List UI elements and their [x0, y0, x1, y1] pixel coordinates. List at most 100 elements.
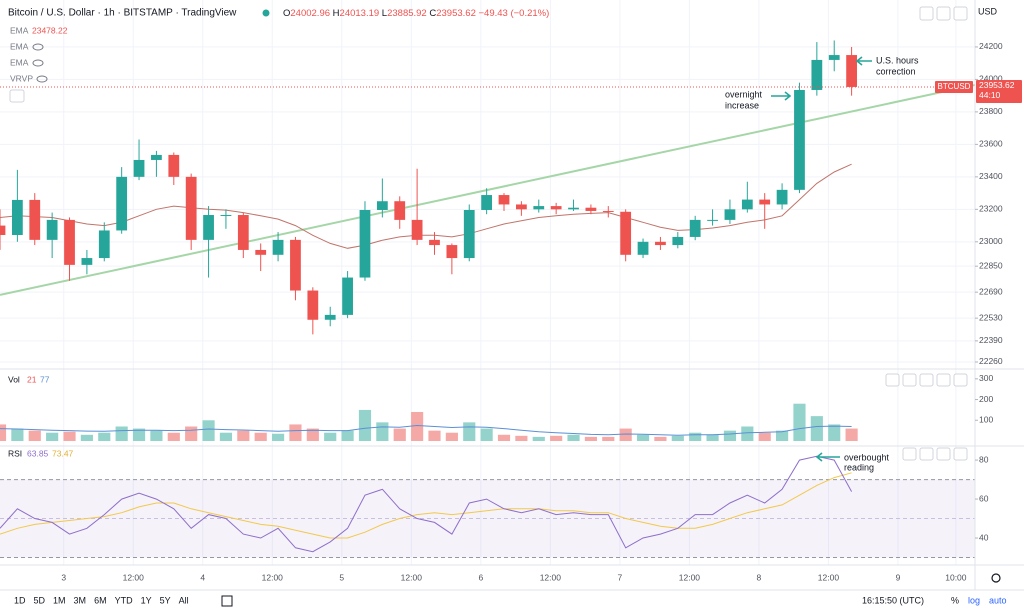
- x-tick-label: 12:00: [540, 572, 562, 582]
- x-tick-label: 12:00: [401, 572, 423, 582]
- annotation: increase: [725, 100, 759, 110]
- volume-bar: [358, 409, 372, 441]
- button[interactable]: [936, 6, 951, 21]
- indicator-label[interactable]: VRVP: [10, 73, 33, 83]
- ohlc-label: H: [333, 8, 340, 19]
- settings-icon[interactable]: [991, 573, 1001, 583]
- pane-title: RSI: [8, 448, 22, 458]
- range-button[interactable]: 6M: [94, 595, 107, 605]
- volume-bar: [63, 431, 76, 441]
- range-button[interactable]: 1D: [14, 595, 26, 605]
- volume-bar: [793, 403, 806, 441]
- candle-body: [481, 195, 493, 210]
- volume-bar: [271, 433, 285, 441]
- volume-bar: [776, 430, 789, 441]
- ohlc-legend: O24002.96 H24013.19 L23885.92 C23953.62 …: [283, 8, 549, 19]
- candle-body: [550, 206, 562, 210]
- y-tick-label: 22390: [979, 335, 1003, 345]
- volume-ma-line: [0, 424, 852, 436]
- indicator-label[interactable]: EMA: [10, 25, 29, 35]
- annotation: reading: [844, 462, 874, 472]
- volume-bar: [619, 428, 632, 441]
- candle-body: [846, 55, 857, 87]
- button[interactable]: [919, 6, 934, 21]
- currency[interactable]: USD: [978, 6, 998, 16]
- scale-option[interactable]: auto: [989, 595, 1007, 605]
- clock: 16:15:50 (UTC): [862, 595, 924, 605]
- candle-body: [64, 219, 75, 265]
- y-tick-label: 40: [979, 532, 989, 542]
- volume-bar: [167, 432, 180, 441]
- x-tick-label: 5: [339, 572, 344, 582]
- candle-body: [98, 230, 110, 259]
- range-button[interactable]: 5D: [34, 595, 46, 605]
- volume-bar: [532, 436, 545, 441]
- volume-bar: [202, 420, 215, 441]
- rsi-ma-value: 73.47: [52, 448, 74, 458]
- candle-body: [394, 201, 406, 220]
- collapse-button[interactable]: [9, 89, 25, 103]
- annotation-arrow: [815, 452, 840, 462]
- ohlc-value: 24002.96: [290, 8, 330, 19]
- scale-option[interactable]: %: [951, 595, 959, 605]
- y-tick-label: 22850: [979, 260, 1003, 270]
- hidden-icon[interactable]: [32, 59, 44, 67]
- button[interactable]: [953, 447, 968, 461]
- ema-line: [0, 163, 852, 249]
- candle-body: [290, 239, 301, 291]
- button[interactable]: [936, 447, 951, 461]
- candle-body: [185, 176, 197, 240]
- candle-body: [689, 219, 701, 237]
- hidden-icon[interactable]: [36, 75, 48, 83]
- plot-layer: [0, 40, 976, 559]
- volume-bar: [289, 424, 302, 441]
- ohlc-value: 24013.19: [340, 8, 380, 19]
- y-tick-label: 24000: [979, 74, 1003, 84]
- button[interactable]: [919, 447, 934, 461]
- button[interactable]: [953, 6, 968, 21]
- candle-body: [811, 59, 823, 90]
- button[interactable]: [919, 373, 934, 387]
- x-tick-label: 9: [896, 572, 901, 582]
- range-button[interactable]: 1M: [53, 595, 66, 605]
- volume-bar: [115, 426, 128, 441]
- toolbar: 1D 5D 1M 3M 6M YTD 1Y 5Y All% log auto: [14, 595, 1007, 605]
- pane-title: Vol: [8, 374, 20, 384]
- candle-body: [220, 215, 232, 217]
- button[interactable]: [902, 447, 917, 461]
- symbol-tag-label: BTCUSD: [938, 82, 971, 91]
- volume-bar: [671, 435, 684, 441]
- candle-body: [637, 241, 649, 255]
- range-button[interactable]: 3M: [74, 595, 87, 605]
- button[interactable]: [885, 373, 900, 387]
- indicator-label[interactable]: EMA: [10, 57, 29, 67]
- range-button[interactable]: 5Y: [160, 595, 171, 605]
- button[interactable]: [902, 373, 917, 387]
- symbol-title: Bitcoin / U.S. Dollar · 1h · BITSTAMP · …: [8, 8, 237, 19]
- x-tick-label: 4: [200, 572, 205, 582]
- button[interactable]: [936, 373, 951, 387]
- range-button[interactable]: All: [179, 595, 189, 605]
- volume-bar: [567, 434, 580, 441]
- ohlc-change: −49.43 (−0.21%): [479, 8, 550, 19]
- volume-bar: [845, 428, 858, 441]
- hidden-icon[interactable]: [32, 43, 44, 51]
- candle-body: [446, 245, 458, 259]
- candle-body: [237, 215, 249, 250]
- annotation: U.S. hours: [876, 55, 919, 65]
- range-button[interactable]: YTD: [115, 595, 134, 605]
- volume-bar: [828, 424, 841, 441]
- calendar-icon[interactable]: [221, 595, 233, 607]
- y-tick-label: 60: [979, 493, 989, 503]
- y-tick-label: 23400: [979, 171, 1003, 181]
- volume-bar: [445, 432, 458, 441]
- candle-body: [585, 207, 597, 211]
- countdown: 44:10: [979, 90, 1001, 100]
- button[interactable]: [953, 373, 968, 387]
- indicator-label[interactable]: EMA: [10, 41, 29, 51]
- candle-body: [11, 199, 23, 235]
- candle-body: [272, 239, 284, 255]
- candle-body: [0, 225, 6, 235]
- scale-option[interactable]: log: [968, 595, 980, 605]
- range-button[interactable]: 1Y: [141, 595, 152, 605]
